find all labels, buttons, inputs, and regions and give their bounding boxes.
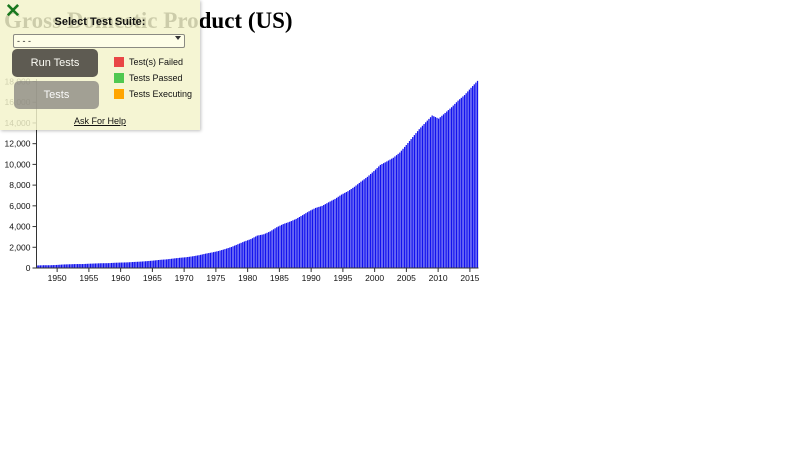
svg-text:1970: 1970 [175,273,194,283]
svg-text:2000: 2000 [365,273,384,283]
svg-text:6,000: 6,000 [9,201,31,211]
svg-text:1980: 1980 [238,273,257,283]
svg-text:1995: 1995 [333,273,352,283]
svg-text:2015: 2015 [460,273,479,283]
help-link-row: Ask For Help [0,111,200,129]
test-status-legend: Test(s) Failed Tests Passed Tests Execut… [114,54,192,102]
test-suite-select[interactable]: - - - [13,34,185,48]
close-icon[interactable]: ✕ [5,1,21,22]
svg-text:4,000: 4,000 [9,222,31,232]
gdp-chart-svg[interactable]: 02,0004,0006,0008,00010,00012,00014,0001… [0,0,500,295]
test-suite-select-wrap: - - - [13,31,185,48]
passed-swatch-icon [114,73,124,83]
svg-text:10,000: 10,000 [5,159,31,169]
ask-for-help-link[interactable]: Ask For Help [73,116,126,126]
legend-label: Tests Executing [129,89,193,99]
svg-text:1985: 1985 [270,273,289,283]
svg-text:1975: 1975 [206,273,225,283]
svg-text:2,000: 2,000 [9,242,31,252]
legend-row-passed: Tests Passed [114,70,192,86]
run-tests-button[interactable]: Run Tests [12,49,98,77]
legend-label: Tests Passed [129,73,183,83]
svg-text:1965: 1965 [143,273,162,283]
svg-text:1955: 1955 [79,273,98,283]
svg-text:2005: 2005 [397,273,416,283]
svg-text:2010: 2010 [429,273,448,283]
legend-label: Test(s) Failed [129,57,184,67]
svg-text:1960: 1960 [111,273,130,283]
select-test-suite-label: Select Test Suite: [54,16,146,28]
executing-swatch-icon [114,89,124,99]
gdp-bar-chart[interactable]: 02,0004,0006,0008,00010,00012,00014,0001… [0,0,500,300]
svg-text:1990: 1990 [302,273,321,283]
legend-row-executing: Tests Executing [114,86,192,102]
tests-button[interactable]: Tests [14,81,99,109]
svg-text:0: 0 [26,263,31,273]
test-suite-panel: ✕ Select Test Suite: - - - Run Tests Tes… [0,0,200,130]
svg-text:12,000: 12,000 [5,139,31,149]
svg-text:8,000: 8,000 [9,180,31,190]
svg-text:1950: 1950 [48,273,67,283]
legend-row-failed: Test(s) Failed [114,54,192,70]
failed-swatch-icon [114,57,124,67]
